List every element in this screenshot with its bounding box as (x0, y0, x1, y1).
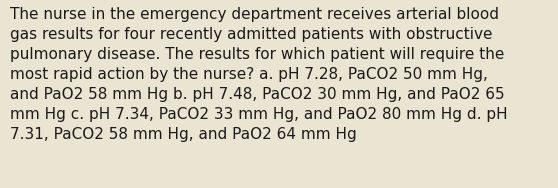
Text: The nurse in the emergency department receives arterial blood
gas results for fo: The nurse in the emergency department re… (10, 7, 508, 142)
